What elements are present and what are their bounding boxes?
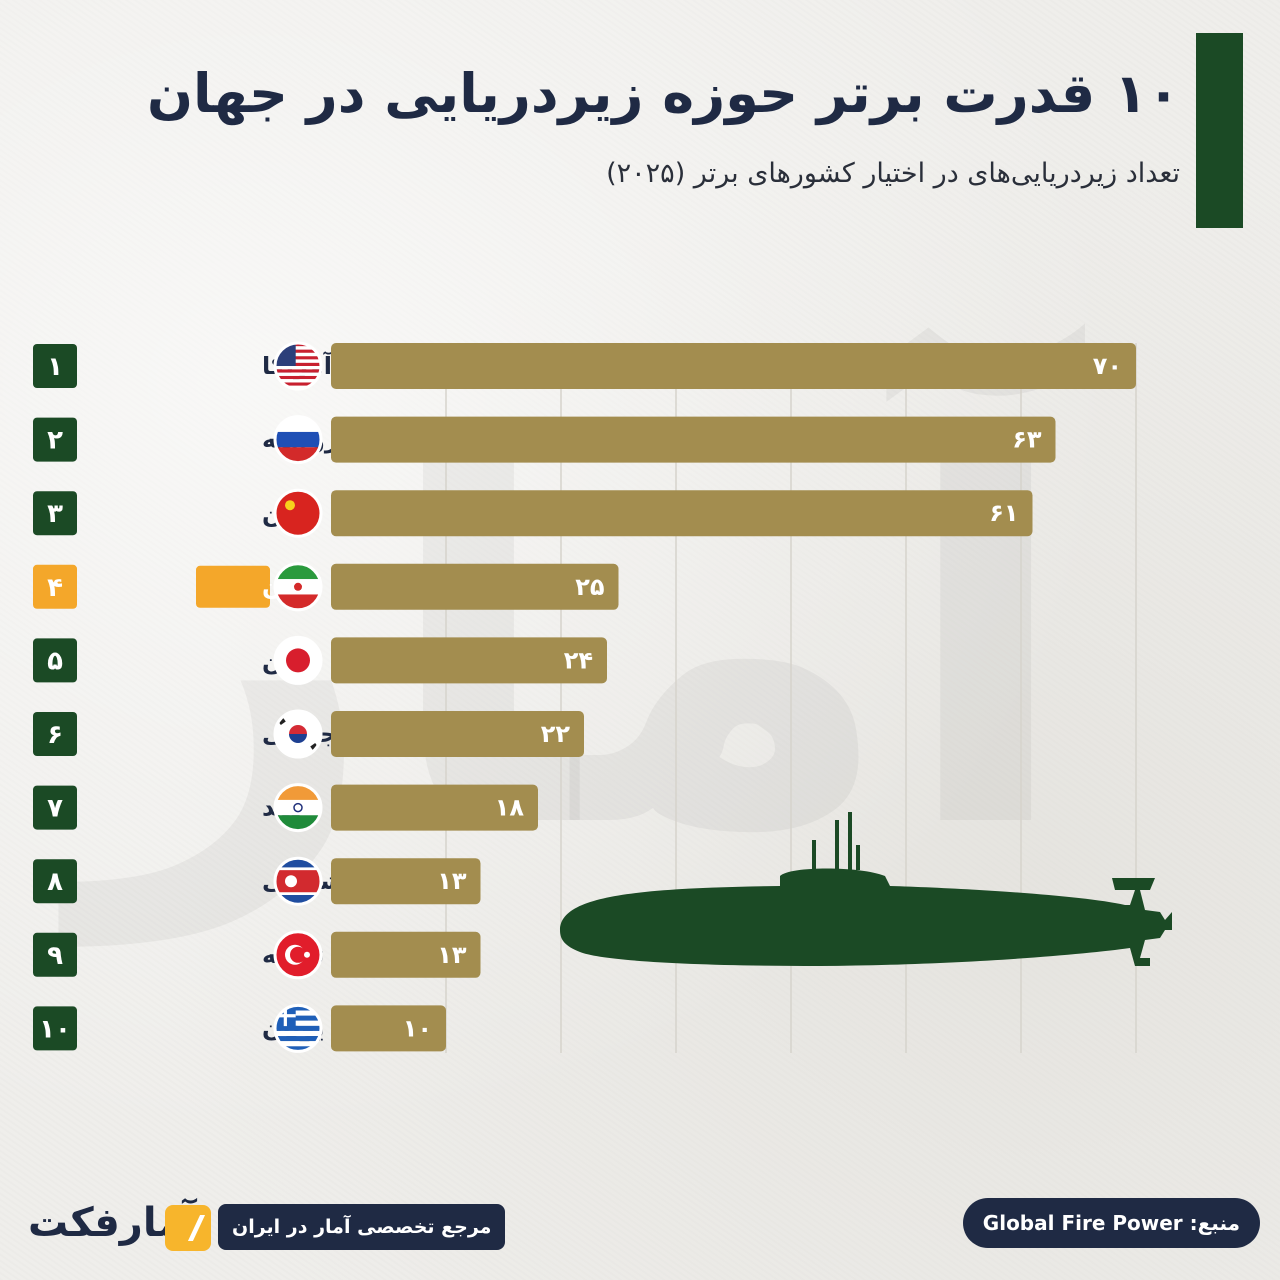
submarine-mast [848, 812, 852, 870]
page-title: ۱۰ قدرت برتر حوزه زیردریایی در جهان [146, 62, 1180, 125]
north-korea-flag-icon [273, 856, 323, 906]
india-flag-icon [273, 783, 323, 833]
rank-label: ۱۰ [39, 1014, 71, 1044]
bar [331, 343, 1136, 389]
iran-flag-icon [273, 562, 323, 612]
submarine-mast [835, 820, 839, 870]
bar-value-label: ۱۳ [437, 941, 467, 969]
submarine-mast [856, 845, 860, 870]
header-accent-bar [1196, 33, 1243, 228]
chart-row: ۹ترکیه۱۳ [33, 930, 481, 980]
brand-logo-mark [165, 1205, 211, 1251]
rank-label: ۳ [47, 499, 63, 529]
rank-badge [33, 344, 77, 388]
rank-badge [33, 417, 77, 462]
rank-badge [33, 564, 77, 609]
greece-flag-icon [273, 1003, 323, 1053]
page-subtitle: تعداد زیردریایی‌های در اختیار کشورهای بر… [606, 158, 1180, 189]
chart-row: ۳چین۶۱ [33, 488, 1033, 538]
rank-label: ۴ [47, 573, 63, 603]
chart-row: ۱۰یونان۱۰ [33, 1003, 446, 1053]
rank-label: ۶ [47, 720, 63, 750]
country-highlight [196, 565, 270, 608]
bar [331, 637, 607, 684]
bar-value-label: ۲۴ [564, 646, 593, 674]
turkey-flag-icon [273, 930, 323, 980]
chart-row: ۸ کره شمالی ۱۳ [33, 856, 481, 906]
bar [331, 931, 481, 978]
russia-flag-icon [273, 415, 323, 465]
brand-tagline: مرجع تخصصی آمار در ایران [218, 1204, 506, 1250]
rank-badge [33, 932, 77, 977]
bar-value-label: ۲۵ [575, 573, 604, 601]
source-badge: منبع: Global Fire Power [962, 1198, 1260, 1248]
chart-row: ۵ژاپن۲۴ [33, 635, 607, 685]
chart-row: ۴ایران۲۵ [33, 562, 619, 612]
rank-badge [33, 859, 77, 904]
submarine-mast [812, 840, 816, 870]
rank-label: ۷ [47, 794, 63, 824]
bar [331, 563, 619, 610]
rank-badge [33, 1006, 77, 1051]
bar [331, 490, 1033, 537]
rank-label: ۵ [47, 646, 63, 676]
submarine-icon [560, 812, 1172, 966]
bar-value-label: ۶۱ [989, 499, 1018, 527]
japan-flag-icon [273, 635, 323, 685]
rank-badge [33, 785, 77, 830]
submarine-hull [560, 868, 1172, 966]
rank-label: ۹ [47, 941, 63, 971]
china-flag-icon [273, 488, 323, 538]
bar [331, 1005, 446, 1052]
rank-badge [33, 712, 77, 756]
chart-row: ۱آمریکا۷۰ [33, 341, 1136, 391]
bar-value-label: ۲۲ [541, 720, 571, 748]
bar-value-label: ۱۸ [495, 794, 525, 822]
bar-value-label: ۱۳ [437, 867, 467, 895]
bar [331, 784, 538, 831]
rank-badge [33, 638, 77, 683]
bar-value-label: ۶۳ [1012, 426, 1042, 454]
bar [331, 416, 1056, 463]
bar [331, 711, 584, 757]
chart-row: ۶ کره جنوبی ۲۲ [33, 709, 584, 759]
south-korea-flag-icon [273, 709, 323, 759]
us-flag-icon [273, 341, 323, 391]
rank-label: ۲ [47, 426, 63, 456]
bar [331, 858, 481, 905]
bar-value-label: ۷۰ [1093, 352, 1122, 380]
rank-badge [33, 491, 77, 536]
rank-label: ۱ [47, 352, 63, 382]
chart-row: ۷هند۱۸ [33, 783, 538, 833]
chart-row: ۲روسیه۶۳ [33, 415, 1056, 465]
rank-label: ۸ [47, 867, 63, 897]
bar-value-label: ۱۰ [403, 1014, 432, 1042]
